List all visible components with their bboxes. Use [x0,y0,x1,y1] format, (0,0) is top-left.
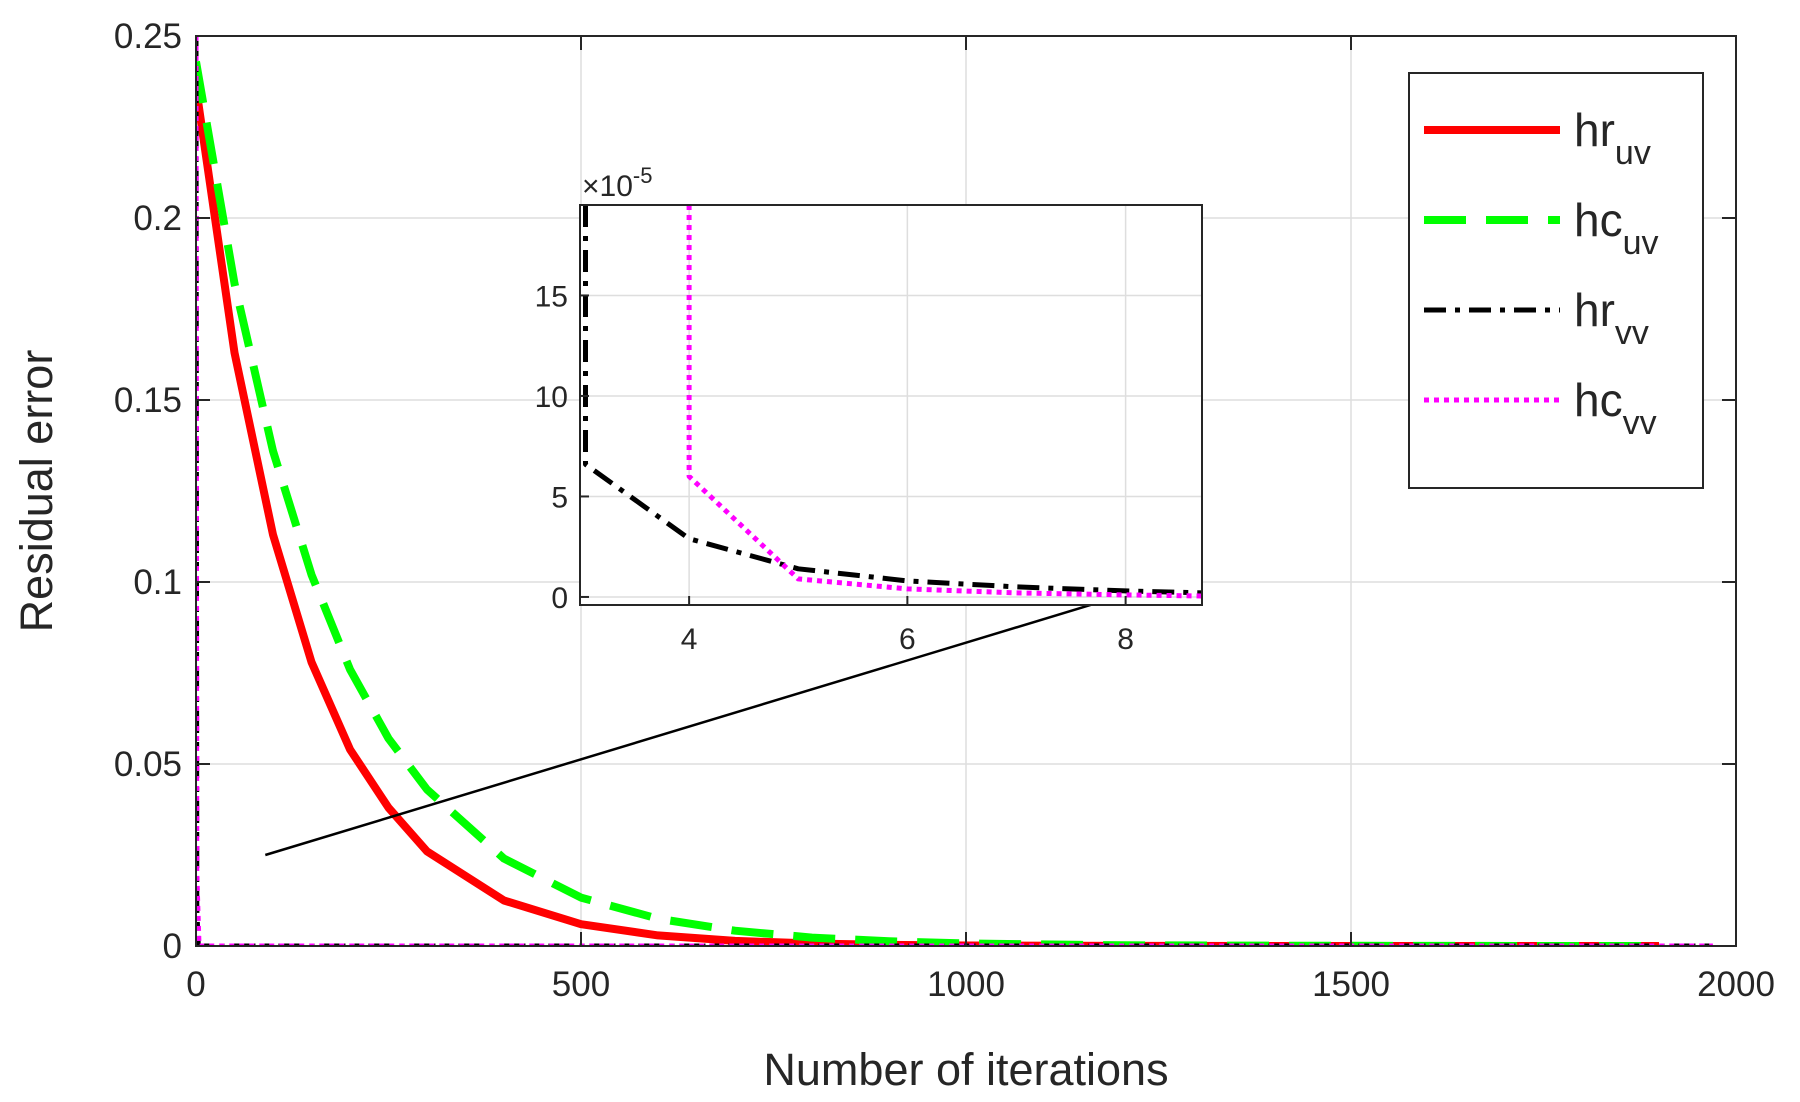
legend-box [1408,72,1704,489]
legend-label: hcvv [1574,374,1657,442]
x-tick-label: 2000 [1697,965,1775,1004]
legend-label: hruv [1574,104,1651,172]
inset-plot-area [583,205,1202,599]
x-axis-label: Number of iterations [763,1044,1168,1095]
main-ticks: 0 500 1000 1500 2000 0 0.05 0.1 0.15 0.2 0.25 [114,17,1775,1004]
inset-x-tick-label: 4 [681,623,698,656]
legend-label-subscript: uv [1623,224,1659,262]
x-tick-label: 1500 [1312,965,1390,1004]
legend-label-base: hc [1574,374,1623,426]
x-tick-label: 0 [186,965,205,1004]
x-tick-label: 1000 [927,965,1005,1004]
y-tick-label: 0.1 [133,563,182,602]
legend-label-base: hr [1574,104,1615,156]
y-tick-label: 0.25 [114,17,182,56]
inset-axes-box [579,204,1203,606]
x-tick-label: 500 [552,965,610,1004]
legend-label: hcuv [1574,194,1659,262]
legend-label-subscript: vv [1623,404,1657,442]
inset-grid [580,205,1202,605]
inset-series-line-1 [686,205,1202,599]
inset-x-tick-label: 8 [1117,623,1134,656]
inset-multiplier-base: ×10 [582,170,633,203]
inset-multiplier: ×10-5 [582,163,652,203]
series-line-hr-uv [196,86,1659,946]
y-tick-label: 0 [163,927,182,966]
inset-series-line-0 [583,205,1202,596]
inset-ticks: 4 6 8 0 5 10 15 [535,280,1134,656]
inset-y-tick-label: 5 [551,481,568,514]
legend-label: hrvv [1574,284,1649,352]
legend-label-subscript: vv [1615,314,1649,352]
zoom-arrow [264,579,1168,857]
series-line-hc-vv [196,36,1713,946]
inset-y-tick-label: 10 [535,381,568,414]
y-tick-label: 0.05 [114,745,182,784]
legend-label-subscript: uv [1615,134,1651,172]
y-tick-label: 0.15 [114,381,182,420]
y-axis-label: Residual error [11,350,62,633]
legend-label-base: hc [1574,194,1623,246]
inset-y-tick-label: 15 [535,280,568,313]
inset-chart: 4 6 8 0 5 10 15 ×10-5 [535,163,1203,656]
series-line-hc-uv [196,60,1659,946]
y-tick-label: 0.2 [133,199,182,238]
inset-x-tick-label: 6 [899,623,916,656]
inset-multiplier-exponent: -5 [633,163,653,188]
inset-background [580,205,1202,605]
legend-label-base: hr [1574,284,1615,336]
inset-y-tick-label: 0 [551,582,568,615]
